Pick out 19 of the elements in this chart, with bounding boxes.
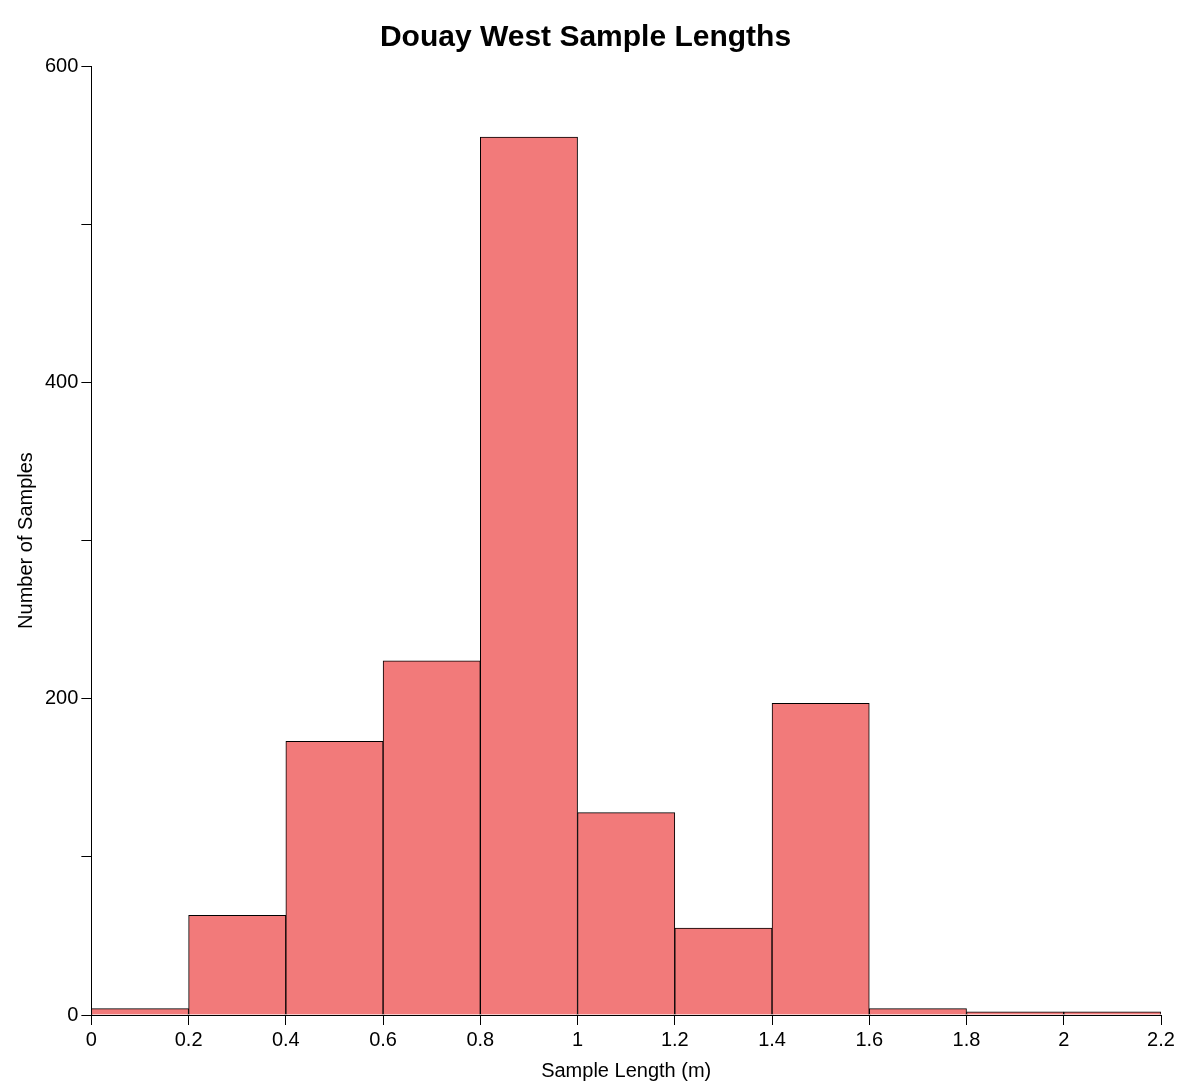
x-tick-label: 1: [572, 1027, 584, 1050]
y-tick-label: 600: [44, 53, 79, 76]
x-tick-label: 0.8: [466, 1027, 495, 1050]
x-tick-label: 2: [1058, 1027, 1070, 1050]
x-tick-label: 0.4: [271, 1027, 300, 1050]
x-axis-title: Sample Length (m): [541, 1058, 712, 1081]
x-tick-label: 0.2: [174, 1027, 203, 1050]
x-tick-label: 2.2: [1147, 1027, 1175, 1050]
x-tick-label: 1.2: [660, 1027, 689, 1050]
y-tick-label: 200: [44, 686, 79, 709]
chart-title: Douay West Sample Lengths: [379, 19, 792, 53]
x-tick-label: 1.4: [758, 1027, 786, 1050]
y-axis-title: Number of Samples: [13, 452, 36, 629]
x-tick-label: 1.6: [855, 1027, 884, 1050]
x-tick-label: 0.6: [369, 1027, 397, 1050]
y-tick-label: 0: [67, 1002, 79, 1025]
x-tick-label: 0: [85, 1027, 97, 1050]
y-tick-label: 400: [44, 369, 79, 392]
x-tick-label: 1.8: [952, 1027, 981, 1050]
